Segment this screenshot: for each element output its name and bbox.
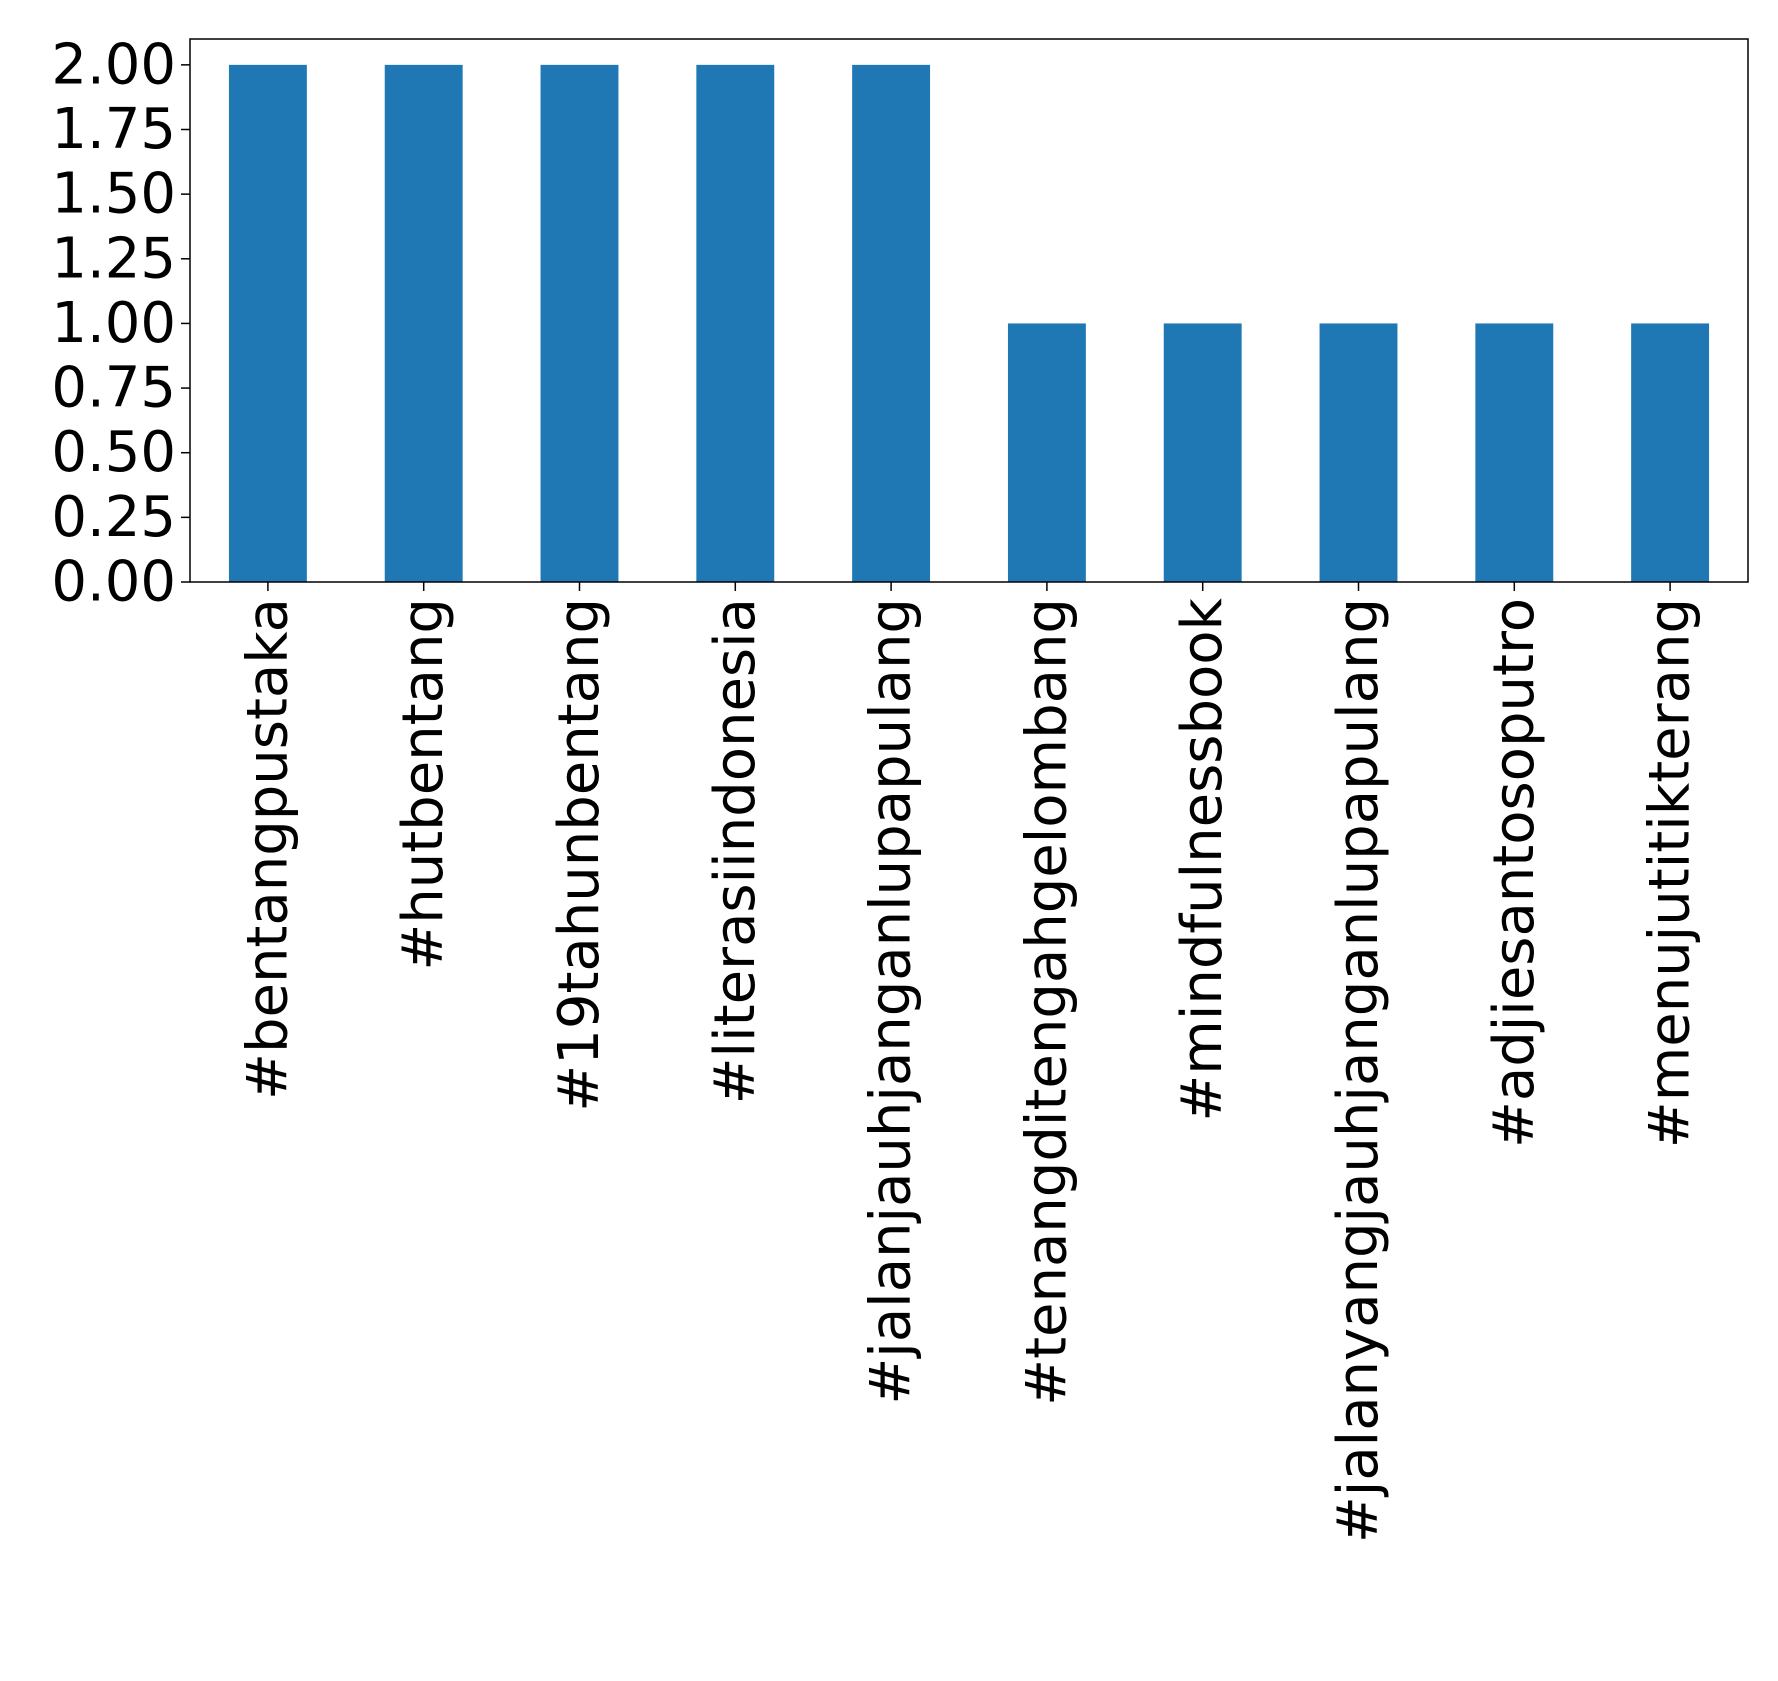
bar-1 bbox=[228, 64, 307, 583]
y-tick-label: 0.00 bbox=[51, 550, 176, 615]
y-tick-label: 0.75 bbox=[51, 356, 176, 421]
x-axis: #bentangpustaka #hutbentang #19tahunbentan… bbox=[235, 582, 1703, 1543]
y-axis: 0.000.250.500.751.001.251.501.752.00 bbox=[51, 32, 190, 615]
x-tick-label: #tenangditengahgelombang bbox=[1014, 598, 1079, 1406]
bar-8 bbox=[1319, 323, 1398, 582]
y-tick-label: 1.50 bbox=[51, 162, 176, 227]
x-tick-label: #menujutitikterang bbox=[1638, 598, 1703, 1148]
y-tick-label: 1.00 bbox=[51, 291, 176, 356]
bar-9 bbox=[1475, 323, 1554, 582]
x-tick-label: #bentangpustaka bbox=[235, 598, 300, 1100]
x-tick-label: #jalanjauhjanganlupapulang bbox=[859, 598, 924, 1405]
y-tick-label: 1.25 bbox=[51, 226, 176, 291]
bar-10 bbox=[1631, 323, 1710, 582]
x-tick-label: #hutbentang bbox=[391, 598, 456, 971]
bar-2 bbox=[384, 64, 463, 583]
x-tick-label: #jalanyangjauhjanganlupapulang bbox=[1326, 598, 1391, 1543]
x-tick-label: #19tahunbentang bbox=[547, 598, 612, 1112]
bar-5 bbox=[852, 64, 931, 583]
y-tick-label: 1.75 bbox=[51, 97, 176, 162]
x-tick-label: #adjiesantosoputro bbox=[1482, 598, 1547, 1148]
x-tick-label: #mindfulnessbook bbox=[1170, 597, 1235, 1121]
bar-7 bbox=[1163, 323, 1242, 582]
bar-3 bbox=[540, 64, 619, 583]
y-tick-label: 0.25 bbox=[51, 485, 176, 550]
y-tick-label: 0.50 bbox=[51, 420, 176, 485]
bar-6 bbox=[1007, 323, 1086, 582]
x-tick-label: #literasiindonesia bbox=[703, 598, 768, 1104]
bars-group bbox=[228, 64, 1710, 583]
y-tick-label: 2.00 bbox=[51, 32, 176, 97]
plot-frame bbox=[189, 38, 1749, 583]
bar-4 bbox=[696, 64, 775, 583]
